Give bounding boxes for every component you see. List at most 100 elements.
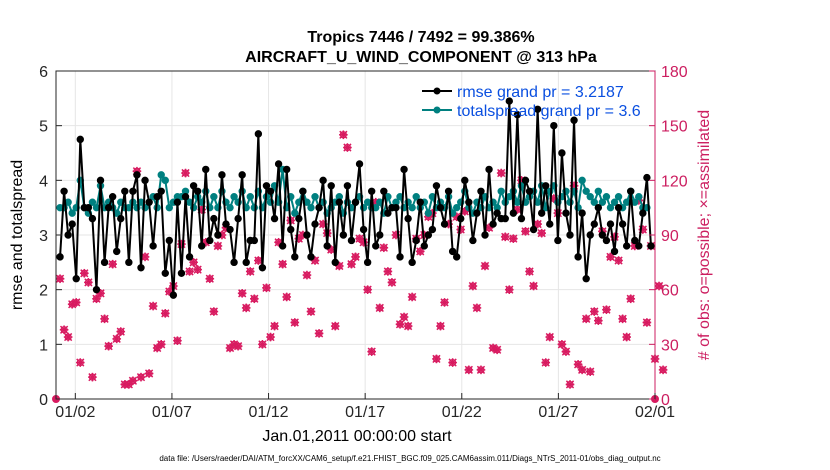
rmse-point xyxy=(76,135,84,144)
rmse-point xyxy=(513,111,522,119)
obs-assimilated-marker xyxy=(399,312,409,322)
rmse-point xyxy=(335,198,344,206)
obs-assimilated-marker xyxy=(213,241,223,251)
obs-assimilated-marker xyxy=(63,332,73,342)
totalspread-point xyxy=(412,193,420,201)
obs-assimilated-marker xyxy=(112,334,122,344)
totalspread-point xyxy=(513,198,522,206)
obs-assimilated-marker xyxy=(496,168,506,178)
y-right-tick-label: 150 xyxy=(661,119,688,136)
y-axis-label-right: # of obs: o=possible; ×=assimilated xyxy=(696,110,713,360)
totalspread-point xyxy=(635,193,643,201)
rmse-point xyxy=(327,182,335,190)
y-right-tick-label: 90 xyxy=(661,228,679,245)
obs-assimilated-marker xyxy=(561,347,571,356)
rmse-point xyxy=(173,198,182,206)
y-left-tick-label: 6 xyxy=(39,64,48,81)
obs-assimilated-marker xyxy=(480,261,490,271)
obs-assimilated-marker xyxy=(266,332,275,342)
rmse-point xyxy=(355,160,364,168)
totalspread-point xyxy=(590,198,598,206)
rmse-point xyxy=(113,247,121,256)
rmse-point xyxy=(234,214,242,223)
obs-assimilated-marker xyxy=(258,340,267,349)
rmse-point xyxy=(161,269,169,277)
rmse-point xyxy=(400,165,408,174)
rmse-point xyxy=(291,253,299,261)
obs-assimilated-marker xyxy=(302,270,312,280)
obs-assimilated-marker xyxy=(658,365,668,375)
rmse-point xyxy=(493,209,501,217)
x-tick-label: 01/02 xyxy=(55,404,95,421)
rmse-point xyxy=(376,231,384,239)
obs-assimilated-marker xyxy=(436,321,445,331)
rmse-point xyxy=(635,242,643,250)
rmse-point xyxy=(193,187,202,195)
obs-assimilated-marker xyxy=(116,327,126,336)
rmse-point xyxy=(125,258,133,267)
rmse-point xyxy=(266,187,275,195)
obs-assimilated-marker xyxy=(71,298,81,307)
totalspread-point xyxy=(165,203,174,212)
obs-assimilated-marker xyxy=(577,365,587,375)
totalspread-point xyxy=(68,209,76,217)
rmse-point xyxy=(299,187,307,195)
chart-title: Tropics 7446 / 7492 = 99.386% xyxy=(307,29,534,46)
rmse-point xyxy=(505,97,513,105)
rmse-point xyxy=(202,165,210,174)
rmse-point xyxy=(258,264,267,272)
obs-assimilated-marker xyxy=(395,319,405,329)
rmse-point xyxy=(133,171,141,179)
rmse-point xyxy=(157,187,165,195)
rmse-point xyxy=(315,203,323,212)
rmse-point xyxy=(614,203,623,212)
rmse-point xyxy=(270,214,279,223)
rmse-point xyxy=(457,214,465,223)
obs-assimilated-marker xyxy=(177,239,186,249)
rmse-point xyxy=(554,236,562,245)
rmse-point xyxy=(570,116,578,124)
rmse-point xyxy=(602,236,611,245)
rmse-point xyxy=(185,253,194,261)
rmse-point xyxy=(631,236,639,245)
rmse-point xyxy=(339,231,348,239)
rmse-point xyxy=(517,214,526,223)
obs-assimilated-marker xyxy=(541,358,551,367)
rmse-point xyxy=(145,198,153,206)
rmse-point xyxy=(550,121,558,130)
rmse-point xyxy=(262,182,271,190)
legend-marker-rmse xyxy=(433,87,441,95)
totalspread-point xyxy=(161,176,169,185)
totalspread-point xyxy=(452,203,461,212)
obs-assimilated-marker xyxy=(88,372,97,382)
obs-assimilated-marker xyxy=(75,358,85,367)
x-tick-label: 01/17 xyxy=(345,404,385,421)
rmse-point xyxy=(546,220,554,228)
rmse-point xyxy=(198,242,206,250)
obs-assimilated-marker xyxy=(492,345,502,355)
obs-assimilated-marker xyxy=(148,301,158,311)
rmse-point xyxy=(250,236,259,245)
obs-assimilated-marker xyxy=(185,267,194,276)
obs-assimilated-marker xyxy=(383,267,393,276)
rmse-point xyxy=(404,214,412,223)
rmse-point xyxy=(424,231,433,239)
obs-assimilated-marker xyxy=(509,234,518,243)
rmse-point xyxy=(537,209,546,217)
legend-entry-rmse: rmse grand pr = 3.2187 xyxy=(422,84,624,101)
rmse-point xyxy=(582,275,590,283)
rmse-point xyxy=(72,275,80,283)
rmse-point xyxy=(469,236,477,245)
totalspread-point xyxy=(582,187,590,195)
obs-assimilated-marker xyxy=(618,314,627,324)
rmse-point xyxy=(562,209,570,217)
rmse-point xyxy=(586,231,594,239)
rmse-point xyxy=(214,231,222,239)
obs-assimilated-marker xyxy=(581,314,591,324)
data-file-footnote: data file: /Users/raeder/DAI/ATM_forcXX/… xyxy=(159,454,660,463)
totalspread-point xyxy=(566,198,574,206)
rmse-point xyxy=(542,182,550,190)
obs-assimilated-marker xyxy=(59,325,69,335)
rmse-point xyxy=(295,214,303,223)
obs-assimilated-marker xyxy=(55,274,65,284)
